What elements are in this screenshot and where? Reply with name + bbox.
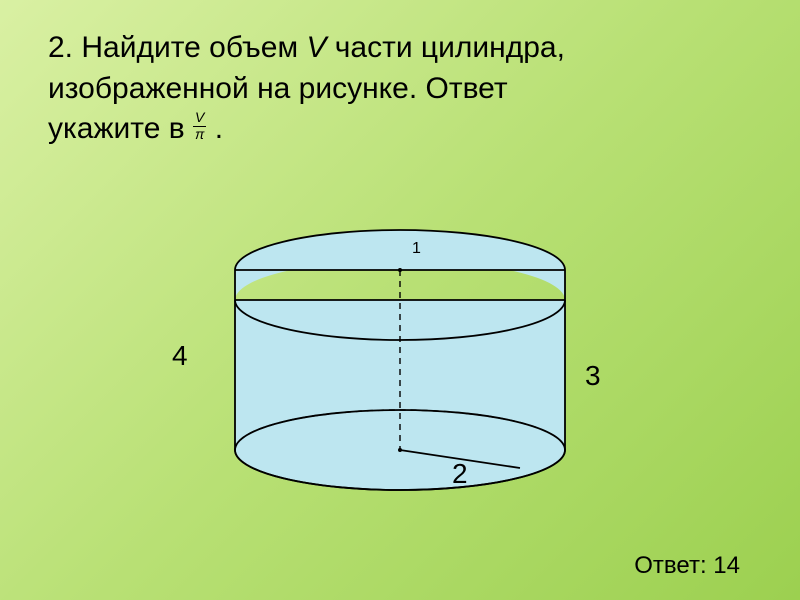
label-top-height: 1	[412, 240, 421, 258]
label-radius: 2	[452, 458, 468, 490]
cylinder-svg	[180, 210, 620, 530]
text-2: изображенной на рисунке. Ответ	[48, 72, 508, 105]
fraction-numerator: V	[193, 110, 206, 126]
label-left-height: 4	[172, 340, 188, 372]
center-dot-top	[398, 268, 402, 272]
answer-value: 14	[713, 552, 740, 579]
variable-v: V	[306, 31, 326, 64]
answer-line: Ответ: 14	[634, 552, 740, 580]
fraction-denominator: π	[193, 127, 206, 142]
answer-label: Ответ:	[634, 552, 706, 579]
problem-number: 2.	[48, 31, 73, 64]
problem-text: 2. Найдите объем V части цилиндра, изобр…	[48, 28, 752, 150]
cylinder-figure: 4 3 2 1	[180, 210, 620, 530]
fraction-v-over-pi: V π	[193, 110, 206, 142]
text-3a: укажите в	[48, 112, 193, 145]
text-1b: части цилиндра,	[326, 31, 564, 64]
center-dot-bottom	[398, 448, 402, 452]
label-right-height: 3	[585, 360, 601, 392]
text-1a: Найдите объем	[81, 31, 306, 64]
text-3b: .	[215, 112, 223, 145]
top-half-ellipse-fill	[235, 230, 565, 270]
